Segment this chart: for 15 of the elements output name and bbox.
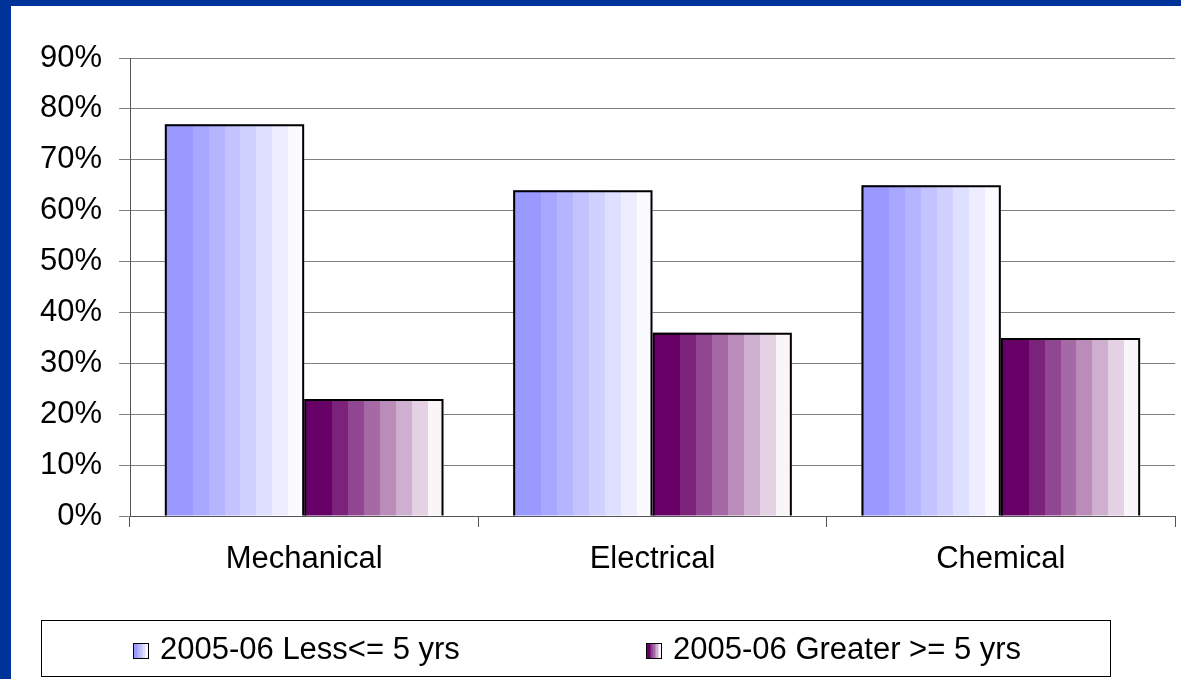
x-tick-label: Chemical	[936, 540, 1066, 576]
y-tick-label: 90%	[39, 38, 102, 74]
y-tick-label: 10%	[39, 445, 102, 481]
y-tick-label: 0%	[57, 496, 102, 532]
y-tick-label: 60%	[39, 191, 102, 227]
y-tick-label: 70%	[39, 140, 102, 176]
y-tick-label: 40%	[39, 292, 102, 328]
legend-label: 2005-06 Less<= 5 yrs	[160, 630, 460, 667]
y-tick-label: 20%	[39, 394, 102, 430]
x-tick-label: Electrical	[589, 540, 716, 576]
y-tick-label: 80%	[39, 89, 102, 125]
x-tick-label: Mechanical	[225, 540, 383, 576]
legend-label: 2005-06 Greater >= 5 yrs	[673, 630, 1022, 667]
y-tick-label: 50%	[39, 242, 102, 278]
y-tick-label: 30%	[39, 343, 102, 379]
